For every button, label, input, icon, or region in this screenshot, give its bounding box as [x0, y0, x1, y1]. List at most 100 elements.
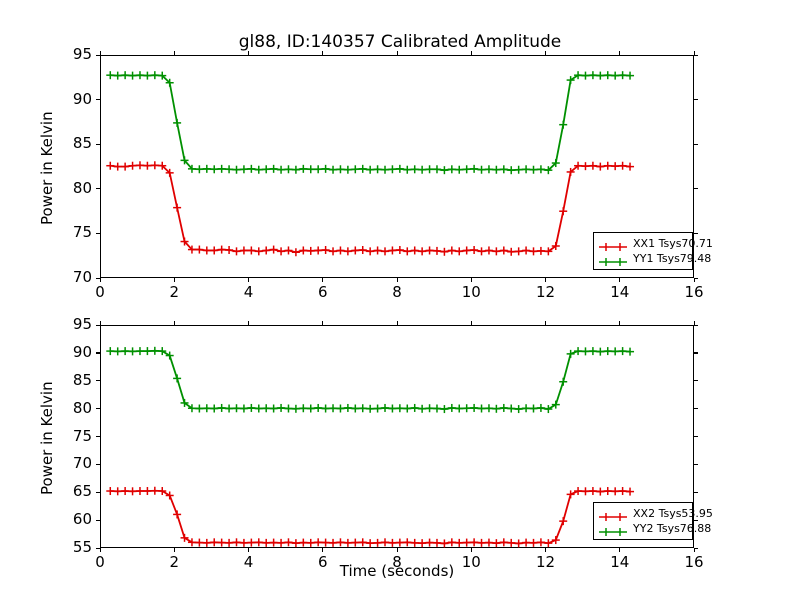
- y-tick-mark: [96, 324, 100, 326]
- y-tick-label: 55: [72, 538, 92, 556]
- y-tick-label: 70: [72, 454, 92, 473]
- x-tick-mark: [173, 278, 175, 282]
- x-tick-mark: [545, 278, 547, 282]
- series-markers: [106, 71, 635, 175]
- x-tick-label: 2: [169, 553, 180, 571]
- legend-label: XX2 Tsys53.95: [633, 507, 713, 520]
- y-tick-mark: [96, 277, 100, 279]
- x-tick-label: 10: [461, 283, 481, 301]
- y-tick-label: 90: [72, 89, 92, 108]
- x-tick-mark: [619, 548, 621, 552]
- y-tick-mark: [96, 547, 100, 549]
- y-tick-mark-right: [694, 188, 698, 190]
- y-tick-mark: [96, 436, 100, 438]
- y-tick-mark: [96, 99, 100, 101]
- x-axis-label: Time (seconds): [339, 562, 455, 580]
- x-tick-mark: [322, 548, 324, 552]
- y-tick-label: 85: [72, 134, 92, 153]
- x-tick-mark-top: [693, 321, 695, 325]
- top-plot-axes: [100, 55, 694, 278]
- y-tick-label: 75: [72, 223, 92, 242]
- x-tick-label: 0: [95, 283, 105, 301]
- y-tick-mark: [96, 352, 100, 354]
- y-tick-mark: [96, 143, 100, 145]
- x-tick-mark-top: [248, 51, 250, 55]
- y-tick-mark: [96, 491, 100, 493]
- y-tick-mark-right: [694, 408, 698, 410]
- top-legend: XX1 Tsys70.71 YY1 Tsys79.48: [593, 232, 713, 270]
- legend-entry: XX2 Tsys53.95: [598, 506, 713, 521]
- x-tick-label: 14: [610, 283, 630, 301]
- x-tick-mark-top: [470, 321, 472, 325]
- legend-marker-icon: [598, 253, 628, 266]
- x-tick-mark-top: [470, 51, 472, 55]
- y-tick-mark-right: [694, 352, 698, 354]
- x-tick-mark-top: [619, 51, 621, 55]
- legend-label: XX1 Tsys70.71: [633, 237, 713, 250]
- y-tick-mark-right: [694, 547, 698, 549]
- y-tick-mark: [96, 380, 100, 382]
- series-line: [110, 489, 631, 545]
- x-tick-mark: [248, 548, 250, 552]
- y-tick-label: 95: [72, 315, 92, 333]
- y-tick-label: 90: [72, 342, 92, 361]
- y-tick-label: 75: [72, 426, 92, 445]
- y-tick-label: 95: [72, 45, 92, 63]
- legend-marker-icon: [598, 238, 628, 251]
- y-tick-mark-right: [694, 277, 698, 279]
- x-tick-label: 16: [684, 283, 704, 301]
- legend-marker-icon: [598, 523, 628, 536]
- y-tick-mark: [96, 463, 100, 466]
- top-plot-lines: [106, 71, 635, 257]
- x-tick-mark-top: [396, 321, 398, 325]
- y-tick-label: 70: [72, 268, 92, 286]
- x-tick-label: 14: [610, 553, 630, 571]
- x-tick-label: 8: [392, 283, 402, 301]
- y-tick-mark-right: [694, 54, 698, 56]
- x-tick-mark: [545, 548, 547, 552]
- series-line: [110, 74, 631, 172]
- x-tick-label: 12: [535, 553, 556, 571]
- bottom-y-axis-label: Power in Kelvin: [38, 380, 56, 495]
- y-tick-mark-right: [694, 232, 698, 235]
- y-tick-mark: [96, 519, 100, 521]
- x-tick-label: 4: [243, 283, 254, 301]
- x-tick-mark: [693, 278, 695, 282]
- legend-entry: XX1 Tsys70.71: [598, 236, 713, 251]
- y-tick-label: 60: [72, 510, 92, 529]
- x-tick-label: 6: [317, 283, 328, 301]
- x-tick-mark: [322, 278, 324, 282]
- y-tick-mark: [96, 408, 100, 410]
- x-tick-mark: [470, 278, 472, 282]
- x-tick-mark-top: [99, 51, 101, 55]
- x-tick-label: 4: [243, 553, 254, 571]
- x-tick-label: 16: [684, 553, 704, 571]
- x-tick-mark: [396, 278, 398, 282]
- x-tick-mark-top: [173, 51, 175, 55]
- x-tick-mark-top: [173, 321, 175, 325]
- y-tick-mark-right: [694, 491, 698, 493]
- bottom-legend: XX2 Tsys53.95 YY2 Tsys76.88: [593, 502, 713, 540]
- y-tick-label: 85: [72, 370, 92, 389]
- x-tick-mark: [99, 548, 101, 552]
- top-y-axis-label: Power in Kelvin: [38, 110, 56, 225]
- x-tick-mark: [173, 548, 175, 552]
- y-tick-mark-right: [694, 143, 698, 145]
- y-tick-mark-right: [694, 436, 698, 438]
- x-tick-mark-top: [322, 51, 324, 55]
- x-tick-mark: [99, 278, 101, 282]
- x-tick-label: 10: [461, 553, 481, 571]
- x-tick-mark-top: [545, 321, 547, 325]
- y-tick-mark: [96, 232, 100, 235]
- series-markers: [106, 486, 635, 548]
- y-tick-mark: [96, 188, 100, 190]
- series-markers: [106, 346, 635, 414]
- x-tick-mark-top: [322, 321, 324, 325]
- series-line: [110, 164, 631, 254]
- x-tick-label: 0: [95, 553, 105, 571]
- y-tick-label: 65: [72, 482, 92, 501]
- y-tick-mark: [96, 54, 100, 56]
- bottom-plot-lines: [106, 346, 635, 548]
- x-tick-mark-top: [248, 321, 250, 325]
- x-tick-mark: [693, 548, 695, 552]
